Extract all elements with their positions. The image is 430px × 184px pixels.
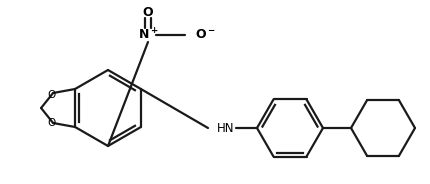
Text: HN: HN xyxy=(217,121,235,135)
Text: $\mathregular{O^-}$: $\mathregular{O^-}$ xyxy=(195,29,216,42)
Text: $\mathregular{N^+}$: $\mathregular{N^+}$ xyxy=(138,27,158,43)
Text: O: O xyxy=(47,90,55,100)
Text: O: O xyxy=(47,118,55,128)
Text: O: O xyxy=(143,6,154,20)
